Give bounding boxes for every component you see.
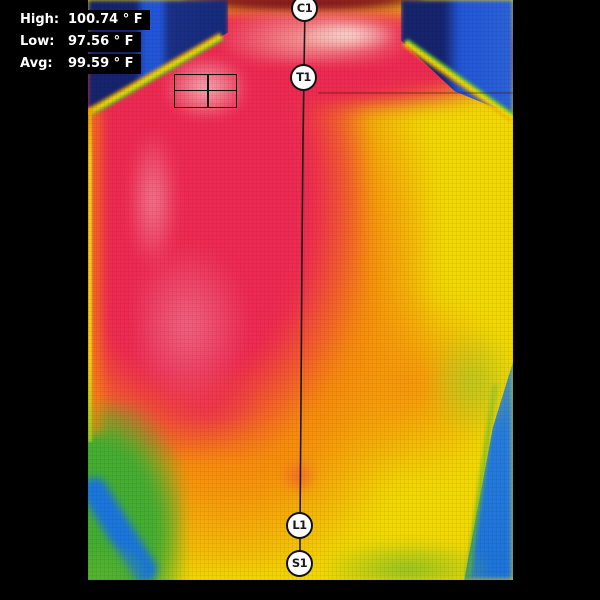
roi-grid[interactable] (174, 74, 237, 108)
marker-s1[interactable]: S1 (286, 550, 313, 577)
temperature-stats-panel: High: 100.74 ° F Low: 97.56 ° F Avg: 99.… (12, 10, 150, 76)
stat-row-low: Low: 97.56 ° F (12, 32, 141, 52)
thermal-image: C1 T1 L1 S1 (88, 0, 513, 580)
stat-row-avg: Avg: 99.59 ° F (12, 54, 141, 74)
roi-grid-horizontal-divider (175, 89, 236, 91)
stat-label-high: High: (20, 12, 60, 27)
stat-label-low: Low: (20, 34, 55, 49)
marker-t1[interactable]: T1 (290, 64, 317, 91)
stat-value-low: 97.56 ° F (68, 34, 134, 49)
stat-row-high: High: 100.74 ° F (12, 10, 150, 30)
stat-label-avg: Avg: (20, 56, 53, 71)
stat-value-avg: 99.59 ° F (68, 56, 134, 71)
marker-l1[interactable]: L1 (286, 512, 313, 539)
roi-grid-vertical-divider (207, 75, 209, 107)
stat-value-high: 100.74 ° F (68, 12, 143, 27)
